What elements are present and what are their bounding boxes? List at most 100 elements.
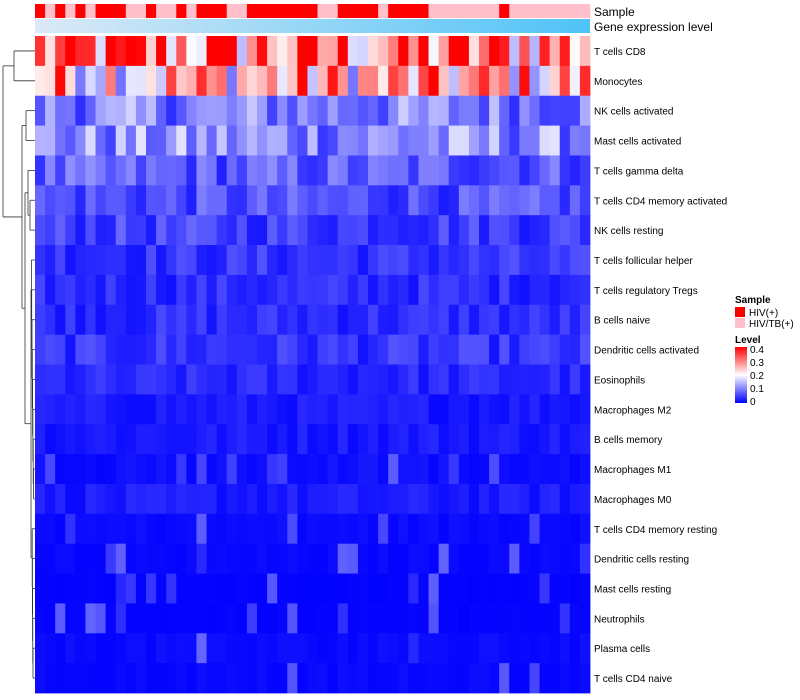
heatmap-cell bbox=[236, 334, 248, 365]
heatmap-cell bbox=[539, 334, 551, 365]
heatmap-cell bbox=[549, 513, 561, 545]
heatmap-cell bbox=[448, 513, 460, 545]
heatmap-cell bbox=[186, 603, 197, 634]
heatmap-cell bbox=[105, 155, 117, 186]
heatmap-cell bbox=[115, 304, 127, 336]
heatmap-cell bbox=[408, 95, 419, 126]
heatmap-cell bbox=[35, 36, 46, 67]
heatmap-cell bbox=[236, 125, 248, 156]
heatmap-cell bbox=[398, 394, 409, 425]
sample-annotation-cell bbox=[186, 4, 197, 18]
heatmap-cell bbox=[176, 155, 187, 186]
heatmap-cell bbox=[337, 36, 349, 67]
heatmap-cell bbox=[569, 304, 581, 336]
sample-annotation-cell bbox=[549, 4, 561, 18]
heatmap-cell bbox=[569, 483, 581, 515]
heatmap-cell bbox=[438, 185, 450, 216]
heatmap-cell bbox=[176, 424, 187, 455]
legend-sample-title: Sample bbox=[735, 295, 771, 306]
sample-annotation-cell bbox=[216, 4, 228, 18]
heatmap-cell bbox=[45, 334, 56, 365]
heatmap-cell bbox=[539, 603, 551, 634]
heatmap-cell bbox=[85, 95, 96, 126]
heatmap-cell bbox=[45, 274, 56, 306]
heatmap-cell bbox=[277, 364, 288, 395]
heatmap-cell bbox=[156, 334, 167, 365]
heatmap-cell bbox=[307, 573, 318, 604]
heatmap-cell bbox=[368, 274, 379, 306]
heatmap-cell bbox=[246, 663, 258, 694]
heatmap-cell bbox=[378, 95, 389, 126]
heatmap-cell bbox=[246, 185, 258, 216]
heatmap-cell bbox=[448, 125, 460, 156]
heatmap-cell bbox=[186, 633, 197, 664]
heatmap-cell bbox=[75, 334, 86, 365]
heatmap-cell bbox=[246, 304, 258, 336]
heatmap-cell bbox=[206, 155, 218, 186]
heatmap-cell bbox=[297, 663, 308, 694]
heatmap-cell bbox=[287, 125, 298, 156]
heatmap-cell bbox=[95, 543, 107, 574]
heatmap-cell bbox=[45, 95, 56, 126]
heatmap-cell bbox=[287, 185, 298, 216]
heatmap-cell bbox=[226, 663, 238, 694]
heatmap-cell bbox=[428, 454, 440, 485]
heatmap-cell bbox=[125, 603, 137, 634]
heatmap-cell bbox=[287, 424, 298, 455]
heatmap-cell bbox=[569, 274, 581, 306]
heatmap-cell bbox=[236, 364, 248, 395]
heatmap-cell bbox=[35, 95, 46, 126]
heatmap-cell bbox=[317, 454, 329, 485]
heatmap-cell bbox=[236, 185, 248, 216]
heatmap-cell bbox=[216, 185, 228, 216]
heatmap-cell bbox=[368, 454, 379, 485]
heatmap-cell bbox=[105, 185, 117, 216]
heatmap-cell bbox=[307, 483, 318, 515]
heatmap-cell bbox=[549, 304, 561, 336]
heatmap-cell bbox=[559, 513, 571, 545]
heatmap-cell bbox=[539, 513, 551, 545]
heatmap-cell bbox=[115, 513, 127, 545]
heatmap-cell bbox=[509, 663, 520, 694]
heatmap-cell bbox=[35, 543, 46, 574]
heatmap-cell bbox=[216, 125, 228, 156]
heatmap-cell bbox=[246, 454, 258, 485]
sample-annotation-cell bbox=[357, 4, 369, 18]
heatmap-cell bbox=[549, 95, 561, 126]
heatmap-cell bbox=[115, 245, 127, 276]
heatmap-cell bbox=[156, 573, 167, 604]
heatmap-cell bbox=[176, 483, 187, 515]
heatmap-cell bbox=[246, 633, 258, 664]
heatmap-cell bbox=[45, 304, 56, 336]
heatmap-cell bbox=[65, 454, 76, 485]
sample-annotation-cell bbox=[337, 4, 349, 18]
heatmap-cell bbox=[347, 483, 359, 515]
heatmap-cell bbox=[337, 215, 349, 246]
heatmap-cell bbox=[246, 334, 258, 365]
heatmap-cell bbox=[85, 513, 96, 545]
heatmap-cell bbox=[257, 663, 268, 694]
heatmap-cell bbox=[226, 125, 238, 156]
heatmap-cell bbox=[549, 65, 561, 97]
heatmap-cell bbox=[499, 36, 510, 67]
sample-annotation-cell bbox=[307, 4, 318, 18]
heatmap-cell bbox=[95, 364, 107, 395]
heatmap-cell bbox=[408, 304, 419, 336]
heatmap-cell bbox=[277, 543, 288, 574]
row-label: Mast cells activated bbox=[594, 137, 681, 148]
heatmap-cell bbox=[468, 603, 480, 634]
heatmap-cell bbox=[428, 185, 440, 216]
heatmap-cell bbox=[559, 36, 571, 67]
sample-annotation-cell bbox=[75, 4, 86, 18]
heatmap-cell bbox=[489, 36, 500, 67]
heatmap-cell bbox=[368, 633, 379, 664]
heatmap-cell bbox=[408, 424, 419, 455]
heatmap-cell bbox=[448, 394, 460, 425]
heatmap-cell bbox=[156, 633, 167, 664]
heatmap-cell bbox=[35, 245, 46, 276]
heatmap-cell bbox=[156, 394, 167, 425]
heatmap-cell bbox=[398, 573, 409, 604]
heatmap-cell bbox=[357, 36, 369, 67]
heatmap-cell bbox=[499, 65, 510, 97]
heatmap-cell bbox=[388, 334, 399, 365]
